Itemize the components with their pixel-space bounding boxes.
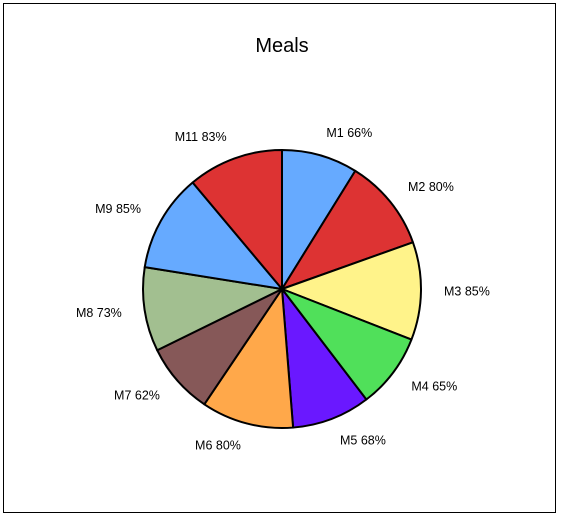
pie-label-2: M2 80% xyxy=(408,180,454,194)
pie-label-8: M8 73% xyxy=(76,306,122,320)
pie-label-3: M3 85% xyxy=(444,284,490,298)
pie-label-1: M1 66% xyxy=(326,126,372,140)
pie-label-7: M7 62% xyxy=(114,389,160,403)
chart-title: Meals xyxy=(255,35,308,57)
pie-labels: M1 66% M2 80% M3 85% M4 65% M5 68% M6 80% M7 6… xyxy=(76,126,490,453)
pie-label-4: M4 65% xyxy=(411,380,457,394)
pie-slice-9 xyxy=(143,181,283,290)
pie-label-9: M9 85% xyxy=(95,202,141,216)
pie-slice-8 xyxy=(142,266,283,352)
pie-slice-2 xyxy=(281,169,414,290)
pie-label-6: M6 80% xyxy=(195,439,241,453)
pie-slice-6 xyxy=(203,288,295,429)
pie-slices xyxy=(142,149,422,429)
pie-slice-5 xyxy=(281,288,368,429)
pie-label-5: M5 68% xyxy=(340,433,386,447)
pie-slice-3 xyxy=(281,241,422,341)
pie-label-10: M11 83% xyxy=(175,130,227,144)
pie-slice-10 xyxy=(191,149,283,290)
